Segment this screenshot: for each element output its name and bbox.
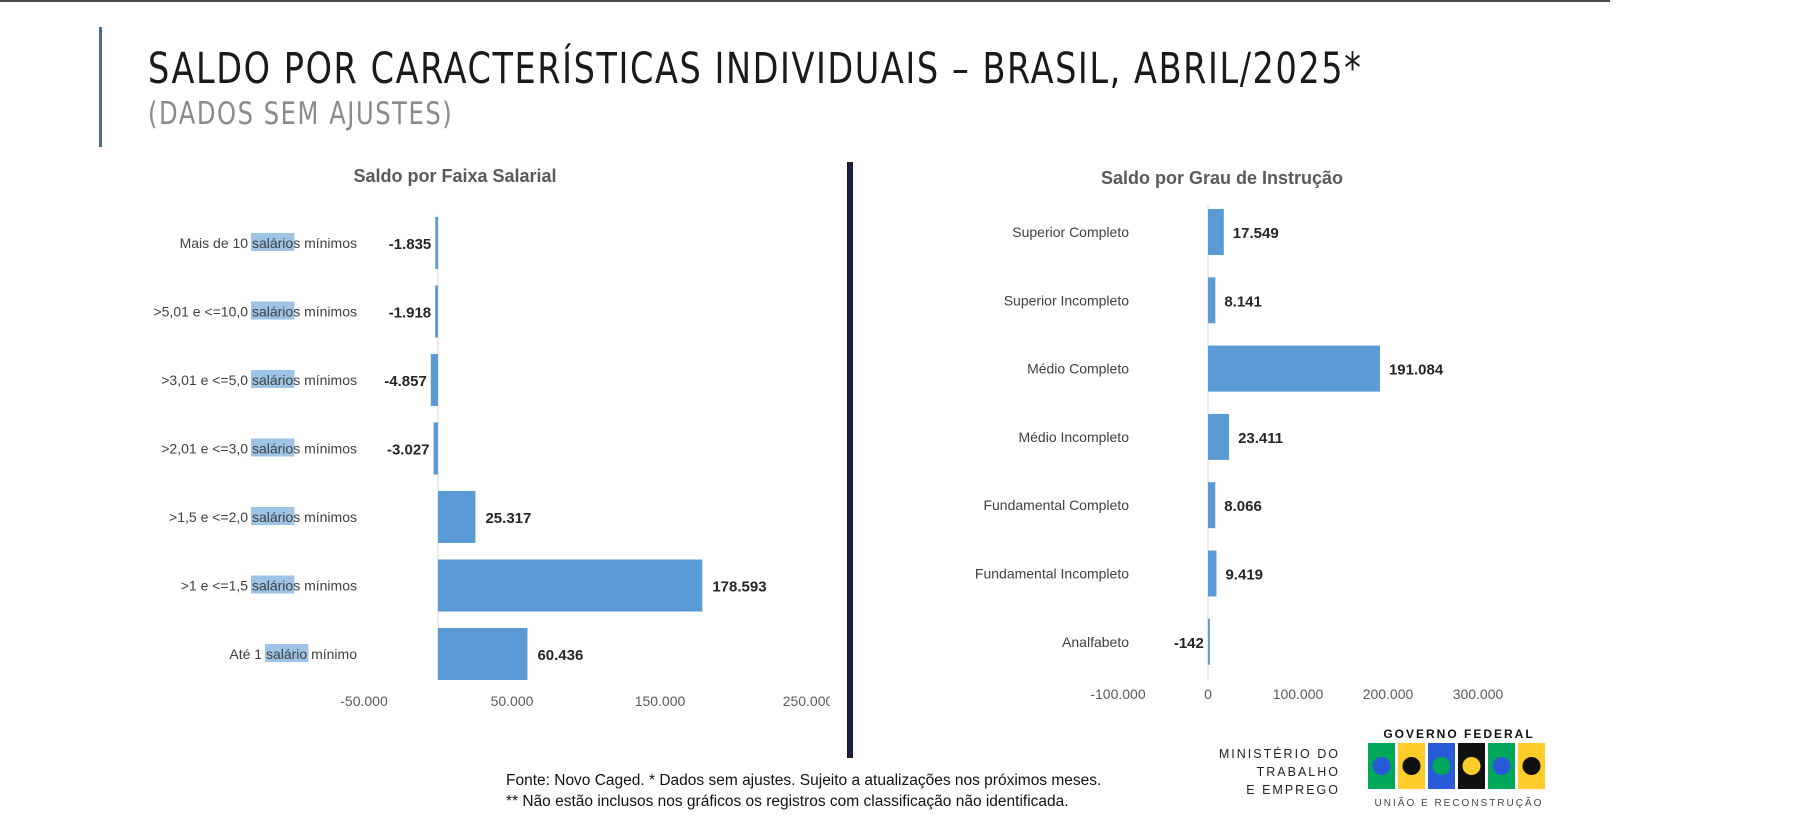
gov-logo-title: GOVERNO FEDERAL bbox=[1383, 727, 1535, 741]
bar bbox=[438, 491, 476, 543]
bar bbox=[435, 217, 438, 269]
category-label: Fundamental Incompleto bbox=[975, 566, 1129, 582]
tick-label: 100.000 bbox=[1273, 686, 1324, 702]
bar bbox=[430, 354, 438, 406]
category-label: Médio Completo bbox=[1027, 361, 1129, 377]
brasil-logo-icon bbox=[1368, 743, 1545, 789]
highlighted-word: salário bbox=[266, 646, 307, 662]
data-label: 23.411 bbox=[1238, 430, 1283, 447]
bar bbox=[435, 285, 438, 338]
footnote-line-2: ** Não estão inclusos nos gráficos os re… bbox=[506, 793, 1069, 810]
bar bbox=[1207, 618, 1210, 665]
data-label: 8.066 bbox=[1224, 498, 1262, 515]
category-label: >2,01 e <=3,0 salários mínimos bbox=[161, 441, 357, 457]
category-label: Superior Incompleto bbox=[1004, 292, 1130, 308]
data-label: 25.317 bbox=[485, 510, 531, 527]
category-label: >5,01 e <=10,0 salários mínimos bbox=[153, 304, 357, 320]
top-rule bbox=[0, 0, 1610, 2]
data-label: 60.436 bbox=[537, 647, 583, 664]
tick-label: 250.000 bbox=[783, 693, 830, 709]
data-label: -3.027 bbox=[387, 442, 430, 459]
text-highlight bbox=[250, 370, 295, 388]
page-title: SALDO POR CARACTERÍSTICAS INDIVIDUAIS – … bbox=[148, 44, 1363, 94]
bar bbox=[1208, 277, 1216, 324]
data-label: -1.918 bbox=[389, 305, 432, 322]
chart-faixa-salarial: Saldo por Faixa Salarial Mais de 10 salár… bbox=[153, 166, 830, 709]
chart-title: Saldo por Grau de Instrução bbox=[1101, 168, 1343, 188]
category-label: >3,01 e <=5,0 salários mínimos bbox=[161, 372, 357, 388]
data-label: -4.857 bbox=[384, 373, 427, 390]
data-label: 8.141 bbox=[1224, 293, 1262, 310]
text-highlight bbox=[250, 301, 295, 320]
title-accent-bar bbox=[99, 27, 102, 147]
footnote-line-1: Fonte: Novo Caged. * Dados sem ajustes. … bbox=[506, 772, 1102, 789]
text-highlight bbox=[250, 438, 295, 457]
data-label: 9.419 bbox=[1225, 567, 1263, 584]
bar bbox=[1208, 209, 1224, 255]
chart-grau-instrucao: Saldo por Grau de Instrução Superior Comp… bbox=[975, 168, 1504, 702]
bar bbox=[1208, 550, 1217, 597]
bar bbox=[433, 422, 438, 475]
bar bbox=[1208, 482, 1216, 529]
governo-federal-logo: GOVERNO FEDERAL UNIÃO E RECONSTRUÇÃO bbox=[1366, 727, 1552, 809]
category-label: Médio Incompleto bbox=[1018, 429, 1129, 445]
tick-label: 300.000 bbox=[1453, 686, 1504, 702]
category-label: Até 1 salário mínimo bbox=[229, 646, 357, 662]
page-subtitle: (DADOS SEM AJUSTES) bbox=[148, 96, 454, 132]
ministry-logo: MINISTÉRIO DO TRABALHO E EMPREGO bbox=[1212, 745, 1340, 799]
data-label: 191.084 bbox=[1389, 362, 1444, 379]
tick-label: -50.000 bbox=[340, 693, 388, 709]
category-label: >1,5 e <=2,0 salários mínimos bbox=[169, 509, 357, 525]
tick-label: 200.000 bbox=[1363, 686, 1414, 702]
category-label: Superior Completo bbox=[1012, 224, 1129, 240]
text-highlight bbox=[264, 644, 309, 662]
tick-label: -100.000 bbox=[1090, 686, 1145, 702]
chart-title: Saldo por Faixa Salarial bbox=[353, 166, 556, 186]
bar bbox=[1208, 345, 1380, 392]
chart-divider bbox=[847, 162, 853, 758]
highlighted-word: salário bbox=[252, 509, 293, 525]
data-label: -1.835 bbox=[389, 236, 432, 253]
brasil-letter-shape bbox=[1372, 757, 1391, 775]
highlighted-word: salário bbox=[252, 235, 293, 251]
ministry-line-1: MINISTÉRIO DO bbox=[1218, 747, 1340, 761]
highlighted-word: salário bbox=[252, 578, 293, 594]
text-highlight bbox=[250, 575, 295, 594]
bar bbox=[438, 628, 528, 680]
bar bbox=[438, 559, 703, 612]
text-highlight bbox=[250, 233, 295, 251]
category-label: >1 e <=1,5 salários mínimos bbox=[181, 578, 357, 594]
tick-label: 0 bbox=[1204, 686, 1212, 702]
highlighted-word: salário bbox=[252, 304, 293, 320]
footnote: Fonte: Novo Caged. * Dados sem ajustes. … bbox=[506, 770, 1101, 812]
data-label: -142 bbox=[1174, 635, 1204, 652]
category-label: Mais de 10 salários mínimos bbox=[180, 235, 357, 251]
tick-label: 50.000 bbox=[491, 693, 534, 709]
data-label: 178.593 bbox=[712, 579, 766, 596]
brasil-letter-shape bbox=[1402, 757, 1421, 775]
bar bbox=[1208, 413, 1230, 460]
gov-logo-subtitle: UNIÃO E RECONSTRUÇÃO bbox=[1374, 798, 1544, 809]
tick-label: 150.000 bbox=[635, 693, 686, 709]
brasil-letter-shape bbox=[1462, 757, 1481, 775]
brasil-letter-shape bbox=[1492, 757, 1511, 775]
data-label: 17.549 bbox=[1233, 225, 1279, 242]
ministry-line-2: TRABALHO bbox=[1256, 765, 1340, 779]
brasil-letter-shape bbox=[1522, 757, 1541, 775]
highlighted-word: salário bbox=[252, 441, 293, 457]
category-label: Fundamental Completo bbox=[983, 497, 1129, 513]
text-highlight bbox=[250, 507, 295, 525]
category-label: Analfabeto bbox=[1062, 634, 1129, 650]
ministry-line-3: E EMPREGO bbox=[1246, 783, 1340, 797]
highlighted-word: salário bbox=[252, 372, 293, 388]
brasil-letter-shape bbox=[1432, 757, 1451, 775]
